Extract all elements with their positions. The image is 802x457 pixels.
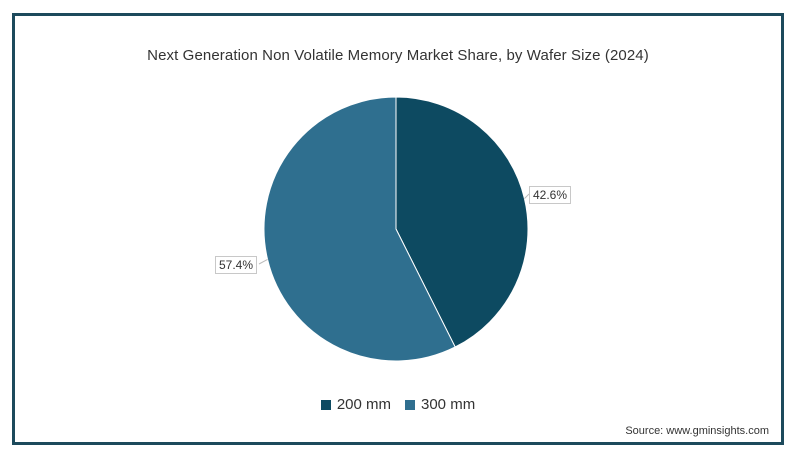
leader-line-200mm bbox=[524, 193, 530, 199]
leader-line-300mm bbox=[258, 258, 268, 265]
data-label-200mm: 42.6% bbox=[529, 186, 572, 204]
legend-swatch-300mm bbox=[405, 399, 415, 410]
legend: 200 mm 300 mm bbox=[15, 396, 781, 413]
legend-item-300mm[interactable]: 300 mm bbox=[405, 396, 475, 413]
legend-item-200mm[interactable]: 200 mm bbox=[320, 396, 391, 413]
pie-slice-300mm[interactable] bbox=[263, 96, 456, 362]
data-label-300mm: 57.4% bbox=[215, 256, 258, 274]
pie-slice-200mm[interactable] bbox=[395, 96, 529, 348]
chart-title: Next Generation Non Volatile Memory Mark… bbox=[147, 47, 649, 64]
source-note: Source: www.gminsights.com bbox=[625, 425, 769, 437]
chart-frame: Next Generation Non Volatile Memory Mark… bbox=[12, 13, 784, 445]
legend-label-300mm: 300 mm bbox=[421, 396, 476, 413]
pie-chart bbox=[258, 96, 530, 362]
legend-swatch-200mm bbox=[320, 399, 331, 410]
legend-label-200mm: 200 mm bbox=[336, 396, 391, 413]
